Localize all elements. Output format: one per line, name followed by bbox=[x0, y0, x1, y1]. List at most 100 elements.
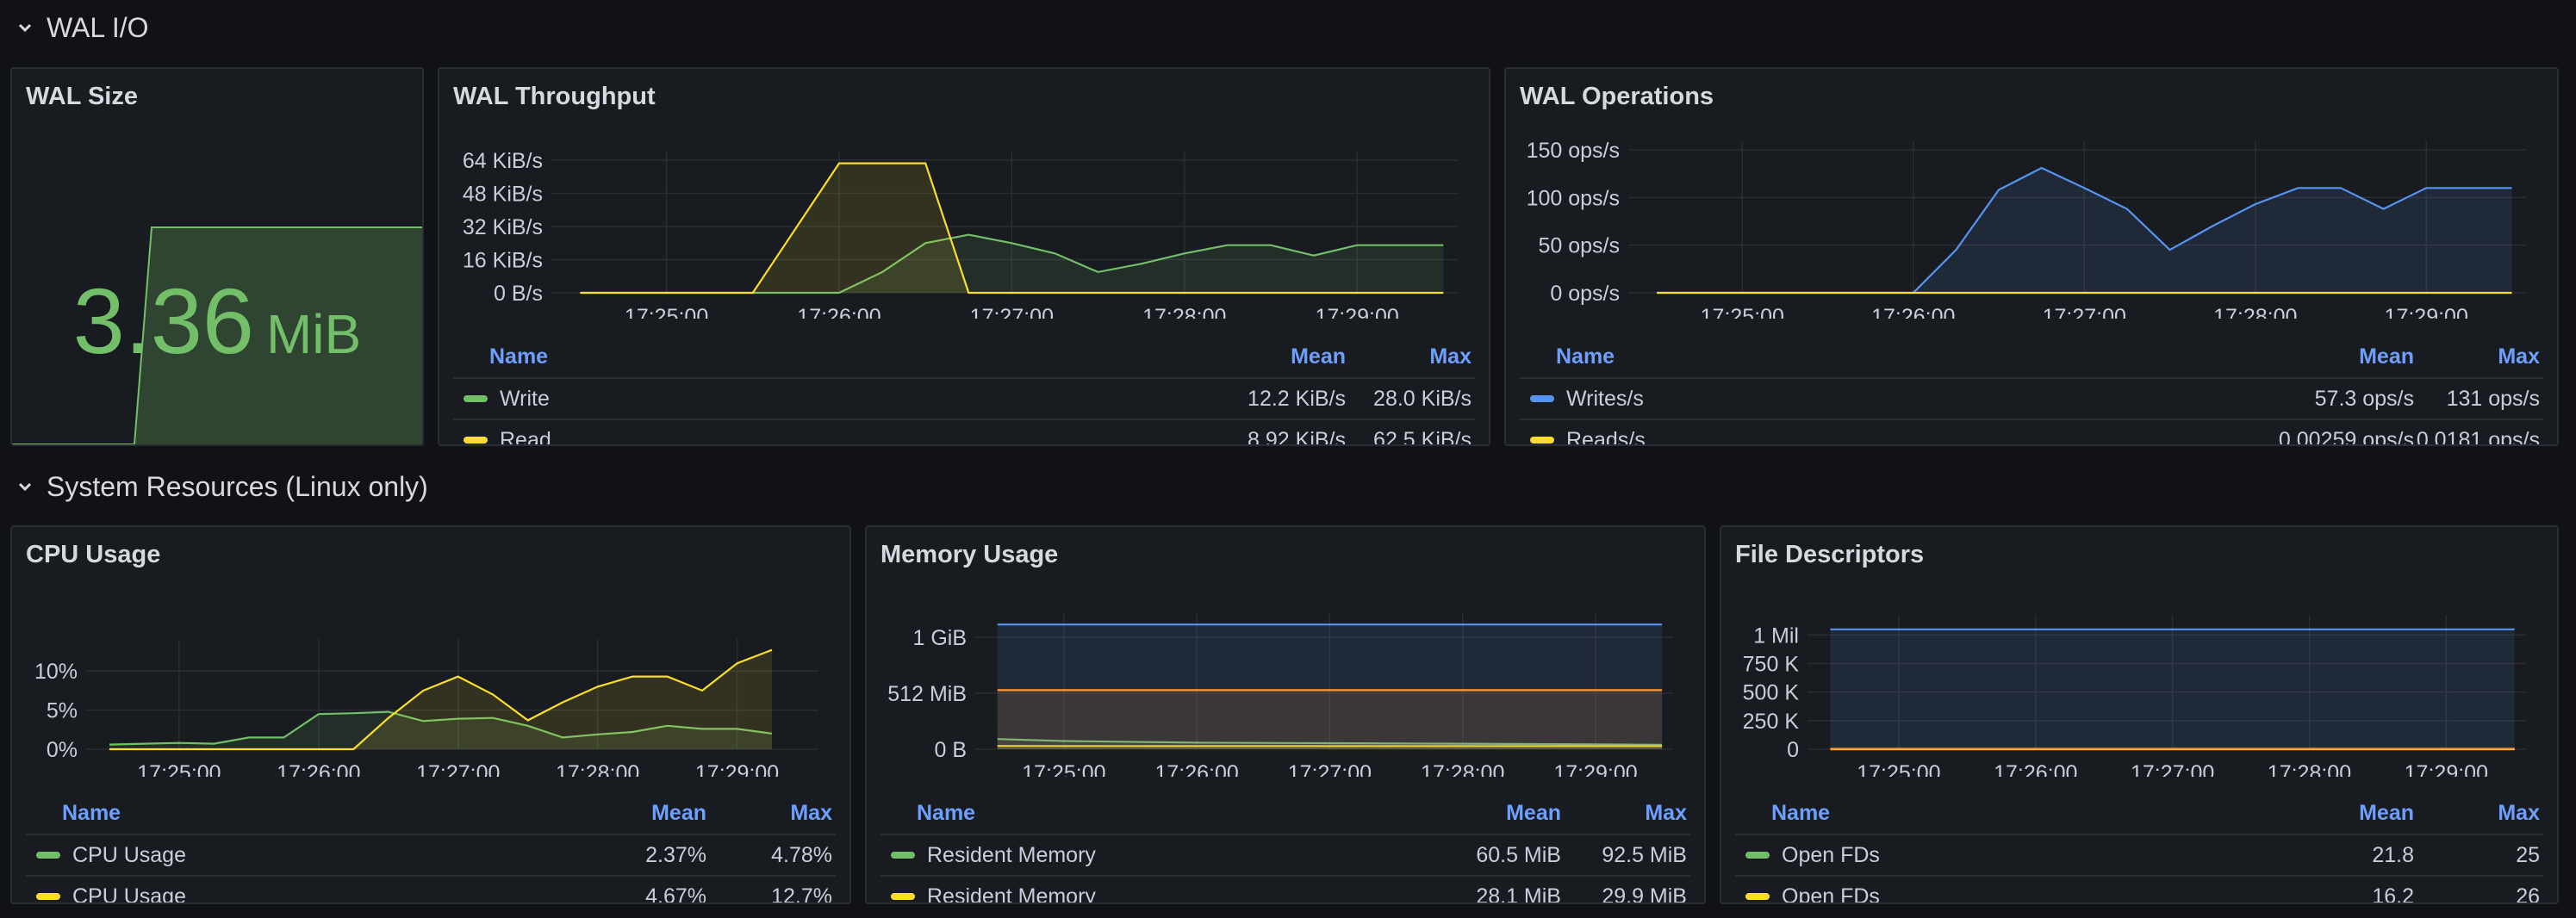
legend-name-header[interactable]: Name bbox=[917, 800, 976, 825]
panel-cpu-usage[interactable]: CPU Usage 17:25:00 17:26:00 17:27:00 17:28:… bbox=[10, 525, 851, 904]
series-line[interactable] bbox=[109, 648, 773, 751]
legend-swatch bbox=[36, 893, 60, 900]
legend-series[interactable]: CPU Usage bbox=[26, 843, 560, 868]
x-tick-label: 17:28:00 bbox=[556, 761, 639, 777]
legend-mean-header[interactable]: Mean bbox=[1291, 344, 1346, 369]
row-header-system-resources[interactable]: System Resources (Linux only) bbox=[16, 469, 428, 504]
legend-name-header[interactable]: Name bbox=[1556, 344, 1615, 369]
legend-swatch bbox=[36, 852, 60, 859]
legend-max-value: 25 bbox=[2516, 842, 2540, 867]
x-tick-label: 17:29:00 bbox=[2405, 761, 2488, 777]
legend-row[interactable]: CPU Usage 2.37% 4.78% bbox=[26, 834, 836, 875]
legend-series-name: CPU Usage bbox=[72, 842, 186, 867]
legend-mean-value: 28.1 MiB bbox=[1476, 884, 1561, 904]
chart-plot[interactable]: 17:25:00 17:26:00 17:27:00 17:28:00 17:29:00… bbox=[1721, 527, 2557, 777]
legend-series[interactable]: Open FDs bbox=[1735, 884, 2268, 902]
y-tick-label: 1 Mil bbox=[1753, 623, 1799, 648]
legend-series[interactable]: Writes/s bbox=[1520, 387, 2268, 412]
x-tick-label: 17:29:00 bbox=[695, 761, 779, 777]
legend-row[interactable]: Open FDs 16.2 26 bbox=[1735, 875, 2543, 904]
legend-max-value: 0.0181 ops/s bbox=[2416, 427, 2540, 446]
legend-header: Name Mean Max bbox=[453, 336, 1475, 377]
series-area bbox=[580, 234, 1444, 293]
legend-mean-value: 8.92 KiB/s bbox=[1248, 427, 1346, 446]
legend-row[interactable]: Writes/s 57.3 ops/s 131 ops/s bbox=[1520, 377, 2543, 419]
series-line[interactable] bbox=[580, 162, 1444, 295]
legend: Name Mean Max Writes/s 57.3 ops/s 131 ops/s Re… bbox=[1520, 336, 2543, 446]
legend-swatch bbox=[1530, 395, 1554, 402]
legend-mean-header[interactable]: Mean bbox=[651, 800, 706, 825]
legend-mean-header[interactable]: Mean bbox=[1506, 800, 1561, 825]
row-title: System Resources (Linux only) bbox=[47, 470, 428, 502]
y-tick-label: 0 bbox=[1787, 738, 1799, 762]
legend-max-header[interactable]: Max bbox=[790, 800, 832, 825]
legend-mean-value: 21.8 bbox=[2372, 842, 2414, 867]
legend-series[interactable]: Write bbox=[453, 387, 1199, 412]
legend-series[interactable]: Read bbox=[453, 428, 1199, 444]
series-line[interactable] bbox=[580, 233, 1444, 295]
legend-row[interactable]: CPU Usage 4.67% 12.7% bbox=[26, 875, 836, 904]
panel-wal-operations[interactable]: WAL Operations 17:25:00 17:26:00 17:27:00 1… bbox=[1504, 67, 2559, 446]
row-title: WAL I/O bbox=[47, 11, 149, 43]
legend-swatch bbox=[464, 437, 488, 443]
legend-series[interactable]: Reads/s bbox=[1520, 428, 2268, 444]
legend-row[interactable]: Reads/s 0.00259 ops/s 0.0181 ops/s bbox=[1520, 419, 2543, 446]
panel-file-descriptors[interactable]: File Descriptors 17:25:00 17:26:00 17:27:0… bbox=[1720, 525, 2559, 904]
series-area bbox=[1657, 168, 2512, 293]
legend-mean-value: 4.67% bbox=[645, 884, 706, 904]
stat-value: 3.36 MiB bbox=[12, 267, 422, 375]
stat-unit: MiB bbox=[265, 303, 362, 365]
legend-max-value: 4.78% bbox=[771, 842, 832, 867]
legend-series-name: CPU Usage bbox=[72, 884, 186, 904]
legend-name-header[interactable]: Name bbox=[1771, 800, 1831, 825]
legend-row[interactable]: Open FDs 21.8 25 bbox=[1735, 834, 2543, 875]
legend-name-header[interactable]: Name bbox=[62, 800, 121, 825]
sparkline bbox=[12, 226, 422, 444]
legend-swatch bbox=[891, 852, 915, 859]
x-tick-label: 17:27:00 bbox=[2043, 305, 2126, 319]
x-tick-label: 17:25:00 bbox=[1857, 761, 1940, 777]
chart-plot[interactable]: 17:25:00 17:26:00 17:27:00 17:28:00 17:29:00… bbox=[439, 69, 1489, 319]
legend-series[interactable]: Resident Memory bbox=[880, 884, 1415, 902]
legend-max-header[interactable]: Max bbox=[2498, 800, 2540, 825]
y-tick-label: 250 K bbox=[1743, 710, 1800, 734]
legend-row[interactable]: Read 8.92 KiB/s 62.5 KiB/s bbox=[453, 419, 1475, 446]
x-tick-label: 17:26:00 bbox=[277, 761, 360, 777]
legend-mean-header[interactable]: Mean bbox=[2359, 800, 2414, 825]
panel-wal-throughput[interactable]: WAL Throughput 17:25:00 17:26:00 17:27:00 1… bbox=[438, 67, 1490, 446]
x-tick-label: 17:27:00 bbox=[970, 305, 1054, 319]
x-tick-label: 17:27:00 bbox=[1288, 761, 1372, 777]
legend-max-header[interactable]: Max bbox=[1645, 800, 1687, 825]
series-area bbox=[580, 163, 1444, 293]
chart-plot[interactable]: 17:25:00 17:26:00 17:27:00 17:28:00 17:29:00… bbox=[12, 527, 849, 777]
legend-series[interactable]: Resident Memory bbox=[880, 843, 1415, 868]
legend-max-value: 92.5 MiB bbox=[1602, 842, 1687, 867]
legend-name-header[interactable]: Name bbox=[489, 344, 549, 369]
legend-series[interactable]: Open FDs bbox=[1735, 843, 2268, 868]
chart-plot[interactable]: 17:25:00 17:26:00 17:27:00 17:28:00 17:29:00… bbox=[1506, 69, 2557, 319]
panel-memory-usage[interactable]: Memory Usage 17:25:00 17:26:00 17:27:00 17:… bbox=[865, 525, 1706, 904]
legend-row[interactable]: Write 12.2 KiB/s 28.0 KiB/s bbox=[453, 377, 1475, 419]
legend-max-header[interactable]: Max bbox=[1429, 344, 1472, 369]
y-tick-label: 750 K bbox=[1743, 652, 1800, 676]
legend-mean-value: 60.5 MiB bbox=[1476, 842, 1561, 867]
legend-row[interactable]: Resident Memory 28.1 MiB 29.9 MiB bbox=[880, 875, 1690, 904]
legend-series[interactable]: CPU Usage bbox=[26, 884, 560, 904]
y-tick-label: 5% bbox=[47, 699, 78, 723]
series-line[interactable] bbox=[1657, 166, 2512, 295]
legend-row[interactable]: Resident Memory 60.5 MiB 92.5 MiB bbox=[880, 834, 1690, 875]
legend-max-value: 62.5 KiB/s bbox=[1373, 427, 1472, 446]
x-tick-label: 17:29:00 bbox=[1315, 305, 1398, 319]
legend-mean-header[interactable]: Mean bbox=[2359, 344, 2414, 369]
row-header-wal-io[interactable]: WAL I/O bbox=[16, 10, 149, 45]
legend-max-header[interactable]: Max bbox=[2498, 344, 2540, 369]
legend-mean-value: 57.3 ops/s bbox=[2314, 386, 2414, 411]
legend-max-value: 26 bbox=[2516, 884, 2540, 904]
series-line[interactable] bbox=[109, 710, 773, 746]
panel-wal-size[interactable]: WAL Size 3.36 MiB bbox=[10, 67, 424, 446]
y-tick-label: 48 KiB/s bbox=[463, 183, 543, 207]
chart-plot[interactable]: 17:25:00 17:26:00 17:27:00 17:28:00 17:29:00… bbox=[867, 527, 1704, 777]
series-area bbox=[109, 649, 773, 749]
series-area bbox=[109, 711, 773, 749]
x-tick-label: 17:27:00 bbox=[2131, 761, 2214, 777]
